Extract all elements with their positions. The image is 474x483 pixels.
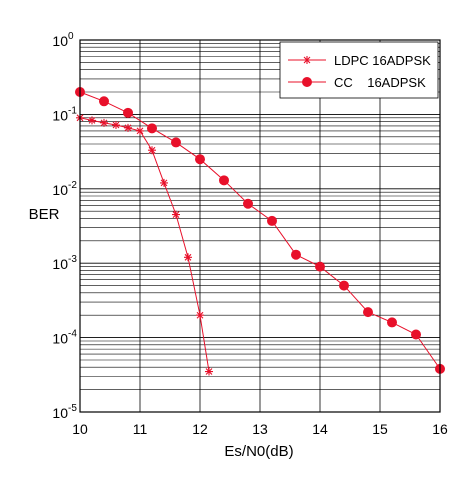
data-point [123, 107, 134, 118]
legend-box [279, 41, 439, 99]
data-point [303, 56, 311, 64]
x-tick-label: 16 [432, 421, 448, 437]
data-point [184, 253, 192, 262]
plot-frame [79, 39, 441, 413]
data-point [205, 367, 213, 376]
data-point [170, 137, 181, 148]
data-point [218, 175, 229, 186]
series-star [76, 113, 213, 376]
data-point [338, 280, 349, 291]
data-point [266, 215, 277, 226]
x-tick-label: 10 [72, 421, 88, 437]
legend: LDPC 16ADPSK CC 16ADPSK [279, 41, 439, 99]
data-point [410, 329, 421, 340]
data-point [196, 311, 204, 320]
data-point [314, 261, 325, 272]
data-point [290, 249, 301, 260]
y-tick-label: 10 [52, 107, 68, 123]
y-tick-exponent: -1 [68, 105, 77, 116]
data-point [136, 126, 144, 135]
data-point [160, 178, 168, 187]
y-axis-label: BER [29, 206, 60, 223]
data-point [362, 307, 373, 318]
y-tick-label: 10 [52, 331, 68, 347]
data-point [100, 118, 108, 127]
data-point [88, 116, 96, 125]
y-tick-exponent: -4 [68, 329, 77, 340]
data-point [172, 210, 180, 219]
x-tick-label: 12 [192, 421, 208, 437]
x-tick-label: 13 [252, 421, 268, 437]
y-tick-exponent: -3 [68, 254, 77, 265]
y-tick-exponent: -2 [68, 180, 77, 191]
y-tick-exponent: 0 [68, 31, 74, 42]
legend-label: CC 16ADPSK [334, 75, 426, 90]
data-point [386, 317, 397, 328]
data-point [146, 123, 157, 134]
legend-label: LDPC 16ADPSK [334, 53, 431, 68]
data-point [242, 198, 253, 209]
y-tick-label: 10 [52, 182, 68, 198]
x-axis-label: Es/N0(dB) [224, 443, 293, 460]
y-tick-exponent: -5 [68, 403, 77, 414]
data-point [112, 121, 120, 130]
data-point [301, 77, 312, 88]
data-point [194, 154, 205, 165]
y-tick-label: 10 [52, 33, 68, 49]
data-point [99, 96, 110, 107]
data-point [124, 123, 132, 132]
x-tick-label: 14 [312, 421, 328, 437]
y-tick-label: 10 [52, 256, 68, 272]
x-tick-label: 11 [133, 421, 148, 437]
series-line [79, 91, 441, 370]
y-tick-label: 10 [52, 405, 68, 421]
data-point [148, 146, 156, 155]
x-tick-label: 15 [372, 421, 388, 437]
